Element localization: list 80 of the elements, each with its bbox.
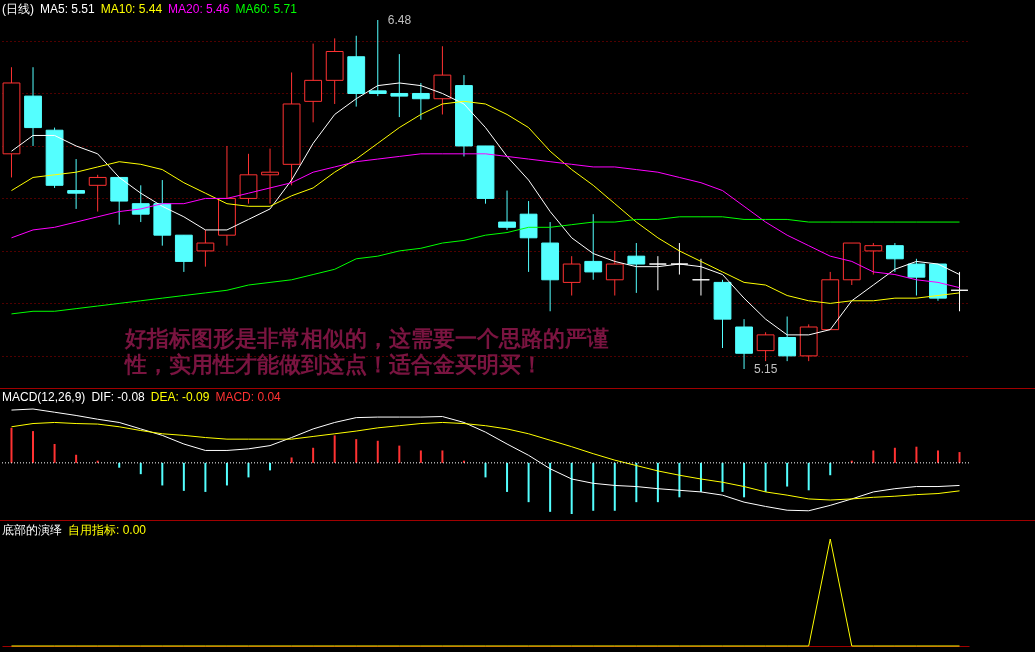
candlestick xyxy=(627,242,646,294)
candlestick xyxy=(648,255,667,291)
text: MA5: 5.51 xyxy=(40,2,95,16)
text: MA20: 5.46 xyxy=(168,2,230,16)
bar xyxy=(419,450,422,463)
bar xyxy=(936,450,939,463)
bar xyxy=(613,462,616,511)
bar xyxy=(32,431,35,463)
bar xyxy=(376,440,379,463)
bar xyxy=(570,462,573,514)
text: MACD: 0.04 xyxy=(215,390,281,404)
bar xyxy=(721,462,724,492)
candlestick xyxy=(67,158,86,210)
candlestick xyxy=(692,258,710,297)
candlestick xyxy=(519,200,538,273)
chart-title: (日线) xyxy=(2,2,34,16)
bar xyxy=(75,454,78,463)
text: 自用指标: 0.00 xyxy=(68,523,147,537)
candlestick xyxy=(584,213,603,281)
bar xyxy=(592,462,595,511)
candlestick xyxy=(239,153,258,205)
bar xyxy=(161,462,164,486)
bar xyxy=(807,462,810,491)
candlestick xyxy=(433,45,452,115)
candlestick xyxy=(390,53,409,118)
candlestick xyxy=(498,190,516,231)
candlestick xyxy=(304,43,323,123)
bar xyxy=(484,462,487,478)
bar xyxy=(204,462,207,492)
bar xyxy=(549,462,552,512)
bar xyxy=(743,462,746,498)
candlestick xyxy=(864,242,883,276)
candlestick xyxy=(670,242,689,276)
bar xyxy=(355,439,358,463)
candlestick xyxy=(885,242,904,273)
bar xyxy=(139,462,142,475)
candlestick xyxy=(196,229,215,268)
bar xyxy=(786,462,789,487)
candlestick xyxy=(605,250,624,297)
bar xyxy=(764,462,767,492)
bar xyxy=(10,427,13,463)
candlestick xyxy=(562,255,581,297)
bar xyxy=(312,447,315,463)
text: MA60: 5.71 xyxy=(235,2,297,16)
series-label: DIF: -0.08 xyxy=(91,390,145,404)
bar xyxy=(678,462,681,498)
annotation: 5.15 xyxy=(754,362,778,376)
bar xyxy=(635,462,638,503)
bar xyxy=(182,462,185,491)
bar xyxy=(527,462,530,503)
candlestick xyxy=(411,82,430,121)
bar xyxy=(398,445,401,463)
candlestick xyxy=(756,331,775,362)
bar xyxy=(958,452,961,463)
bar xyxy=(872,450,875,463)
candlestick xyxy=(778,316,797,362)
candlestick xyxy=(88,174,107,213)
annotation: 6.48 xyxy=(387,13,412,27)
text: DEA: -0.09 xyxy=(150,390,210,404)
bar xyxy=(247,462,250,478)
bar xyxy=(290,457,293,463)
chart-title: MACD(12,26,9) xyxy=(2,390,86,404)
bar xyxy=(506,462,509,492)
bar xyxy=(829,462,832,476)
bar xyxy=(656,462,659,503)
candlestick xyxy=(110,176,129,226)
bar xyxy=(915,446,918,463)
bar xyxy=(269,462,272,471)
annotation: 好指标图形是非常相似的，这需要一个思路的严谨性，实用性才能做到这点！适合金买明买！ xyxy=(125,326,610,378)
bar xyxy=(225,462,228,486)
bar xyxy=(699,462,702,492)
bar xyxy=(441,450,444,463)
text: MA10: 5.44 xyxy=(100,2,163,16)
bar xyxy=(333,435,336,463)
chart-title: 底部的演绎 xyxy=(2,523,62,537)
bar xyxy=(893,447,896,463)
candlestick xyxy=(907,258,926,297)
bar xyxy=(53,444,56,463)
bar xyxy=(118,462,121,468)
candlestick xyxy=(368,19,387,97)
